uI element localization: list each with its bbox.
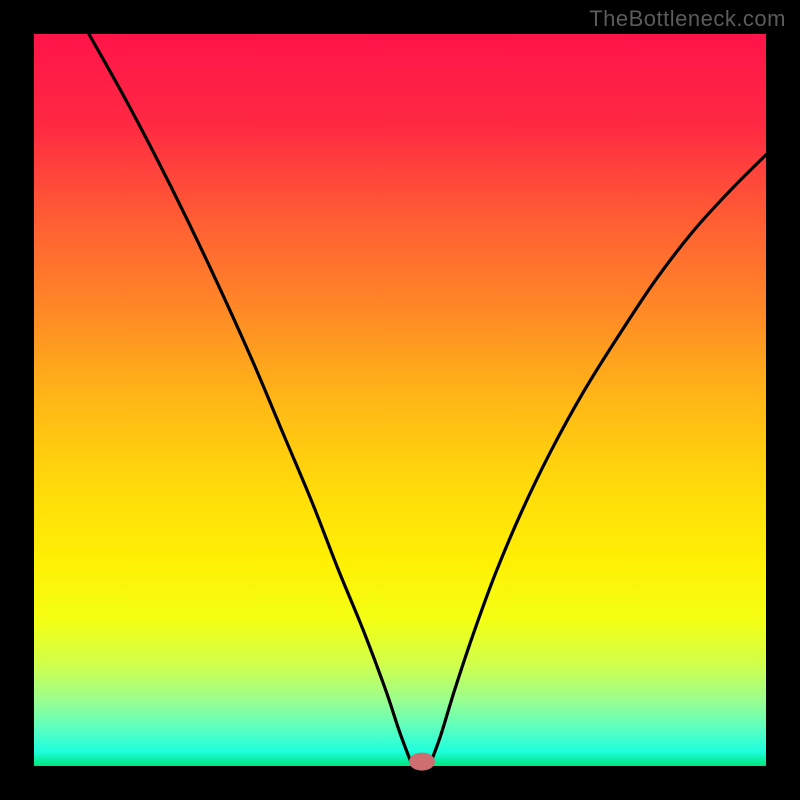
plot-background <box>34 34 766 766</box>
bottleneck-chart <box>0 0 800 800</box>
minimum-marker <box>409 753 435 771</box>
chart-container: TheBottleneck.com <box>0 0 800 800</box>
watermark-text: TheBottleneck.com <box>589 6 786 32</box>
